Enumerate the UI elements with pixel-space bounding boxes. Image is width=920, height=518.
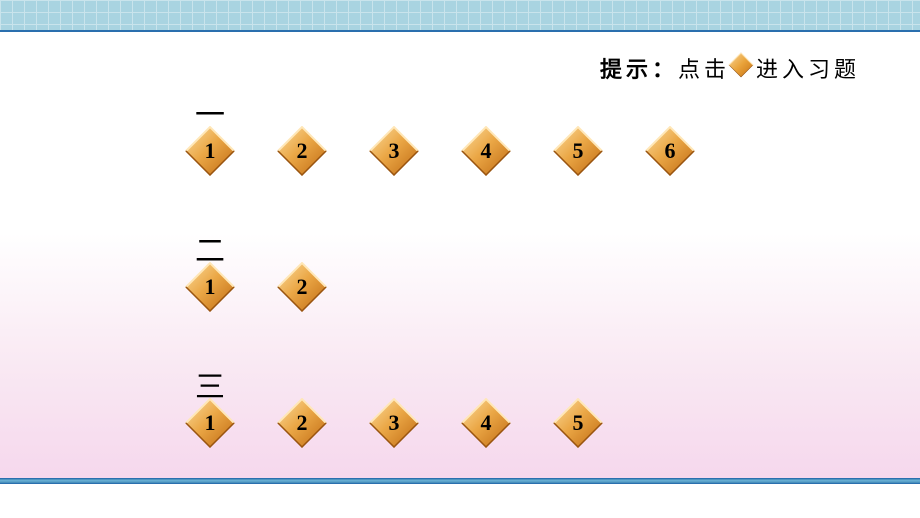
hint-before: 点击 [678, 52, 730, 84]
exercise-button-3-1[interactable]: 1 [185, 398, 235, 448]
exercise-number: 1 [205, 274, 216, 300]
hint-text: 提示： 点击 进入习题 [600, 52, 860, 84]
exercise-button-2-2[interactable]: 2 [277, 262, 327, 312]
exercise-number: 4 [481, 410, 492, 436]
exercise-button-3-4[interactable]: 4 [461, 398, 511, 448]
exercise-number: 4 [481, 138, 492, 164]
exercise-number: 5 [573, 410, 584, 436]
exercise-number: 1 [205, 138, 216, 164]
exercise-number: 1 [205, 410, 216, 436]
exercise-number: 3 [389, 138, 400, 164]
button-row-1: 1 2 3 4 5 6 [185, 126, 695, 176]
exercise-button-1-2[interactable]: 2 [277, 126, 327, 176]
bottom-accent-line [0, 478, 920, 484]
hint-prefix: 提示： [600, 52, 678, 84]
exercise-number: 2 [297, 138, 308, 164]
diamond-icon [728, 52, 754, 84]
exercise-button-1-5[interactable]: 5 [553, 126, 603, 176]
exercise-number: 3 [389, 410, 400, 436]
exercise-button-3-3[interactable]: 3 [369, 398, 419, 448]
exercise-button-1-3[interactable]: 3 [369, 126, 419, 176]
exercise-number: 2 [297, 274, 308, 300]
slide-canvas: 提示： 点击 进入习题 一 1 [0, 0, 920, 518]
exercise-button-1-4[interactable]: 4 [461, 126, 511, 176]
top-grid-border [0, 0, 920, 32]
exercise-number: 6 [665, 138, 676, 164]
button-row-3: 1 2 3 4 5 [185, 398, 603, 448]
exercise-button-3-5[interactable]: 5 [553, 398, 603, 448]
button-row-2: 1 2 [185, 262, 327, 312]
exercise-button-3-2[interactable]: 2 [277, 398, 327, 448]
exercise-number: 5 [573, 138, 584, 164]
exercise-button-2-1[interactable]: 1 [185, 262, 235, 312]
exercise-button-1-6[interactable]: 6 [645, 126, 695, 176]
hint-after: 进入习题 [756, 52, 860, 84]
exercise-number: 2 [297, 410, 308, 436]
exercise-button-1-1[interactable]: 1 [185, 126, 235, 176]
